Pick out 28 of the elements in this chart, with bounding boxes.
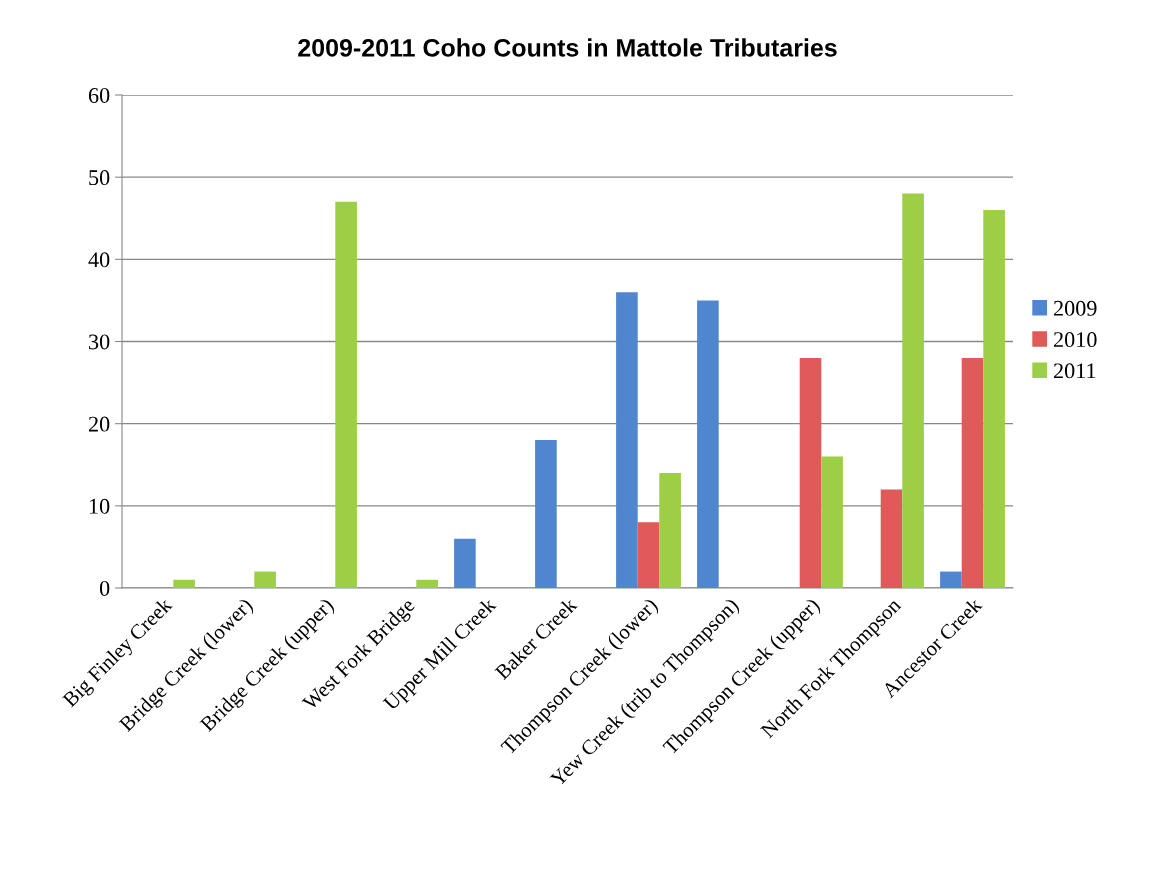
bar: [616, 292, 638, 588]
bar: [799, 357, 822, 588]
bar: [335, 201, 357, 588]
bar: [659, 472, 681, 588]
bar: [416, 579, 438, 588]
bar: [880, 489, 903, 588]
y-tick-label: 60: [88, 87, 110, 103]
bar: [821, 456, 843, 588]
y-tick-label: 10: [89, 498, 110, 514]
y-tick-label: 40: [88, 252, 110, 268]
bar: [961, 357, 984, 588]
chart-title: 2009-2011 Coho Counts in Mattole Tributaries: [298, 38, 837, 57]
legend-label: 2011: [1053, 363, 1096, 379]
bar: [697, 300, 719, 588]
bar: [173, 579, 195, 588]
y-tick-label: 30: [89, 334, 110, 350]
bar: [454, 538, 476, 588]
bar: [983, 210, 1005, 588]
bar: [535, 440, 557, 588]
y-tick-label: 50: [89, 170, 110, 186]
bar: [940, 571, 962, 588]
bar: [254, 571, 276, 588]
y-tick-label: 0: [99, 580, 110, 596]
legend-label: 2010: [1053, 332, 1097, 348]
legend-label: 2009: [1053, 300, 1097, 316]
y-tick-label: 20: [88, 416, 110, 432]
bar: [902, 193, 924, 588]
bar: [637, 522, 660, 588]
